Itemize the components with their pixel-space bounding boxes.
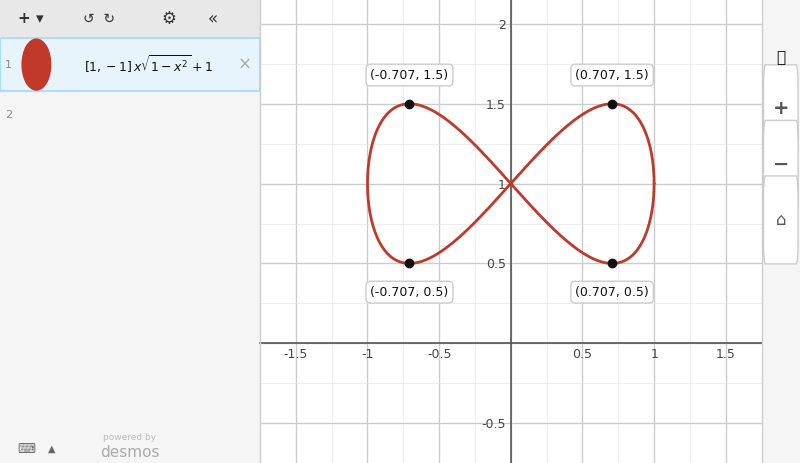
FancyBboxPatch shape — [763, 120, 798, 208]
Text: (0.707, 1.5): (0.707, 1.5) — [575, 69, 649, 81]
Text: ⚙: ⚙ — [162, 10, 177, 28]
FancyBboxPatch shape — [763, 176, 798, 264]
FancyBboxPatch shape — [763, 65, 798, 153]
Text: $[1,-1]\,x\sqrt{1-x^2}+1$: $[1,-1]\,x\sqrt{1-x^2}+1$ — [84, 54, 213, 75]
Text: 🔧: 🔧 — [776, 50, 786, 65]
Text: (-0.707, 1.5): (-0.707, 1.5) — [370, 69, 449, 81]
Text: (0.707, 0.5): (0.707, 0.5) — [575, 286, 649, 299]
Text: + ▾: + ▾ — [18, 12, 44, 26]
Text: 2: 2 — [6, 110, 12, 120]
Text: 1: 1 — [6, 60, 12, 69]
FancyBboxPatch shape — [0, 0, 260, 38]
Text: desmos: desmos — [100, 445, 160, 460]
Text: (-0.707, 0.5): (-0.707, 0.5) — [370, 286, 449, 299]
Text: ▲: ▲ — [48, 444, 56, 454]
Text: ⌨: ⌨ — [17, 443, 35, 456]
Text: ×: × — [238, 56, 251, 74]
Text: ∼: ∼ — [29, 56, 44, 74]
Text: −: − — [773, 155, 789, 174]
Text: +: + — [773, 99, 789, 119]
Circle shape — [22, 39, 50, 90]
FancyBboxPatch shape — [0, 38, 260, 91]
Text: powered by: powered by — [103, 433, 157, 442]
Text: ⌂: ⌂ — [775, 211, 786, 229]
Text: «: « — [208, 10, 218, 28]
Text: ↺  ↻: ↺ ↻ — [83, 12, 115, 26]
